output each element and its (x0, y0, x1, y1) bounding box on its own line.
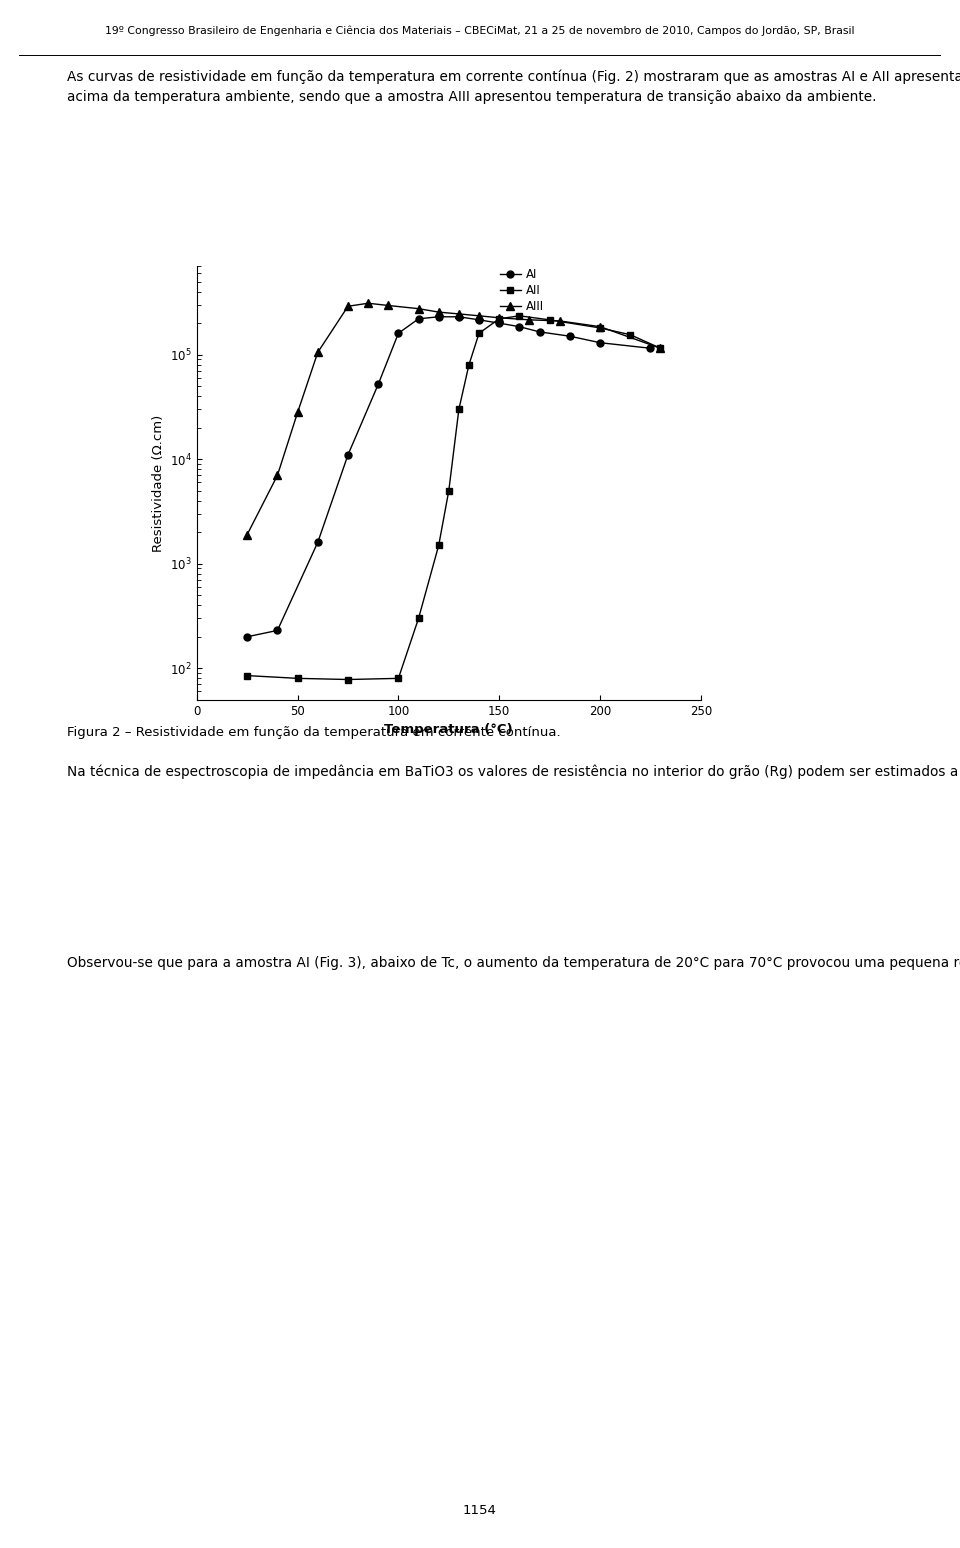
AII (433, 536, 444, 554)
AIII (292, 402, 303, 421)
AIII (413, 299, 424, 317)
AI (645, 339, 657, 358)
AIII (433, 303, 444, 322)
AI (534, 322, 545, 341)
Text: Na técnica de espectroscopia de impedância em BaTiO3 os valores de resistência n: Na técnica de espectroscopia de impedânc… (67, 765, 960, 779)
AI (272, 621, 283, 639)
AII (624, 325, 636, 344)
AIII (523, 311, 535, 330)
AII (543, 311, 555, 330)
AIII (272, 466, 283, 485)
AIII (242, 525, 253, 543)
Legend: AI, AII, AIII: AI, AII, AIII (495, 263, 548, 317)
AII (453, 399, 465, 418)
AI (393, 324, 404, 342)
AIII (382, 296, 394, 314)
Text: 19º Congresso Brasileiro de Engenharia e Ciência dos Materiais – CBECiMat, 21 a : 19º Congresso Brasileiro de Engenharia e… (106, 26, 854, 36)
Y-axis label: Resistividade (Ω.cm): Resistividade (Ω.cm) (152, 415, 164, 551)
AI (493, 314, 505, 333)
AII (594, 319, 606, 337)
AII (464, 356, 475, 375)
AI (413, 310, 424, 328)
Line: AI: AI (244, 313, 654, 641)
AI (312, 533, 324, 551)
AI (372, 375, 384, 393)
AI (242, 627, 253, 646)
AII (493, 310, 505, 328)
AIII (594, 317, 606, 336)
AI (514, 317, 525, 336)
AIII (554, 311, 565, 330)
AII (655, 339, 666, 358)
AI (473, 311, 485, 330)
AII (473, 324, 485, 342)
Text: 1154: 1154 (463, 1505, 497, 1517)
AIII (312, 344, 324, 362)
Text: As curvas de resistividade em função da temperatura em corrente contínua (Fig. 2: As curvas de resistividade em função da … (67, 70, 960, 104)
Text: Figura 2 – Resistividade em função da temperatura em corrente contínua.: Figura 2 – Resistividade em função da te… (67, 726, 561, 738)
AI (564, 327, 576, 345)
AII (413, 608, 424, 627)
AIII (493, 308, 505, 327)
AIII (473, 307, 485, 325)
AI (594, 333, 606, 351)
AIII (655, 339, 666, 358)
Line: AIII: AIII (243, 299, 664, 539)
Line: AII: AII (244, 313, 664, 683)
AII (514, 307, 525, 325)
X-axis label: Temperatura (°C): Temperatura (°C) (385, 723, 513, 737)
AII (242, 666, 253, 684)
AIII (362, 294, 373, 313)
AII (393, 669, 404, 687)
AII (342, 670, 353, 689)
AII (292, 669, 303, 687)
AI (342, 446, 353, 464)
AI (453, 308, 465, 327)
AII (443, 481, 455, 500)
AIII (453, 305, 465, 324)
AI (433, 308, 444, 327)
AIII (342, 297, 353, 316)
Text: Observou-se que para a amostra AI (Fig. 3), abaixo de Tc, o aumento da temperatu: Observou-se que para a amostra AI (Fig. … (67, 955, 960, 969)
